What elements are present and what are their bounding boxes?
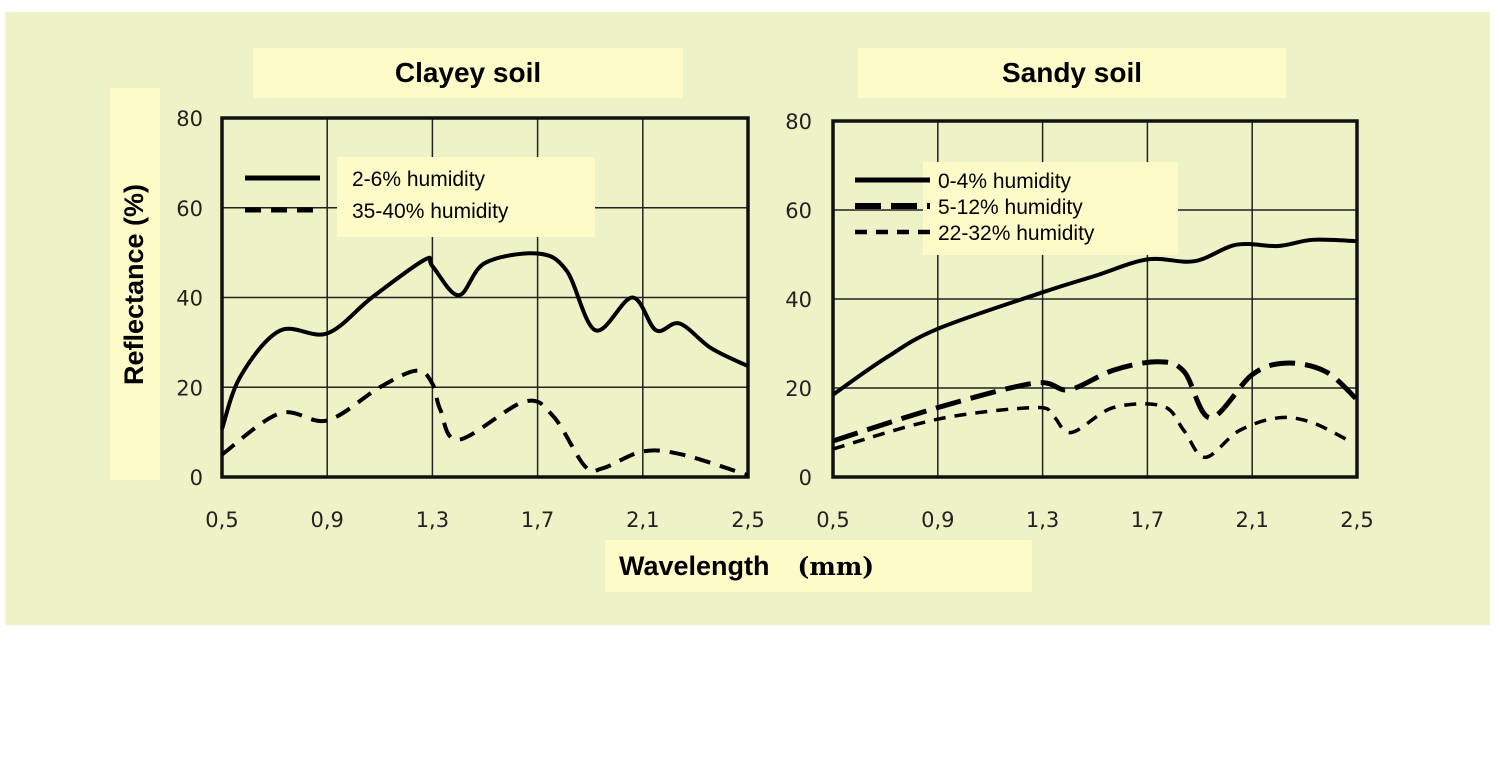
chart-title-sandy: Sandy soil	[858, 48, 1286, 98]
y-tick-label: 80	[785, 110, 812, 134]
x-tick-label: 0,9	[310, 508, 343, 532]
legend-box	[337, 157, 595, 237]
x-tick-label: 2,1	[626, 508, 659, 532]
plot-frame	[831, 119, 1359, 479]
legend-box	[923, 162, 1178, 255]
plot-frame	[220, 116, 750, 479]
y-tick-label: 20	[176, 376, 203, 400]
legend-label: 22-32% humidity	[938, 222, 1095, 245]
x-tick-label: 0,5	[816, 508, 849, 532]
series-line-long-dash	[832, 359, 1359, 444]
x-tick-label: 0,9	[921, 508, 954, 532]
y-tick-label: 0	[190, 466, 203, 490]
y-tick-label: 20	[785, 377, 812, 401]
legend-label: 5-12% humidity	[938, 196, 1083, 219]
x-tick-label: 1,7	[521, 508, 554, 532]
y-tick-label: 40	[785, 288, 812, 312]
series-line-solid	[220, 251, 749, 430]
x-tick-label: 1,3	[416, 508, 449, 532]
x-axis-label-box: Wavelength (mm)	[605, 540, 1032, 592]
legend-label: 35-40% humidity	[352, 200, 509, 223]
y-tick-label: 60	[785, 199, 812, 223]
x-tick-label: 1,3	[1026, 508, 1059, 532]
x-tick-label: 2,5	[1340, 508, 1373, 532]
legend-label: 0-4% humidity	[938, 170, 1072, 193]
legend-label: 2-6% humidity	[352, 168, 486, 191]
chart-title-clayey: Clayey soil	[253, 48, 683, 98]
series-line-dashed	[220, 368, 749, 478]
series-line-short-dash	[832, 402, 1353, 460]
x-tick-label: 2,5	[731, 508, 764, 532]
x-tick-label: 2,1	[1235, 508, 1268, 532]
plot-0: 0,5 0,9 1,3 1,7 2,1 2,5 0 20 40 60 80 2-6% humidity…	[176, 107, 764, 532]
x-tick-label: 0,5	[205, 508, 238, 532]
y-tick-label: 80	[176, 107, 203, 131]
y-axis-label-box: Reflectance (%)	[110, 88, 160, 480]
x-axis-label: Wavelength	[619, 550, 770, 581]
y-tick-label: 0	[799, 466, 812, 490]
plot-1: 0,5 0,9 1,3 1,7 2,1 2,5 0 20 40 60 80 0-4% humidity…	[785, 110, 1373, 532]
series-line-solid	[831, 237, 1358, 397]
y-tick-label: 60	[176, 197, 203, 221]
y-tick-label: 40	[176, 287, 203, 311]
x-tick-label: 1,7	[1131, 508, 1164, 532]
x-axis-unit: (mm)	[797, 551, 875, 581]
